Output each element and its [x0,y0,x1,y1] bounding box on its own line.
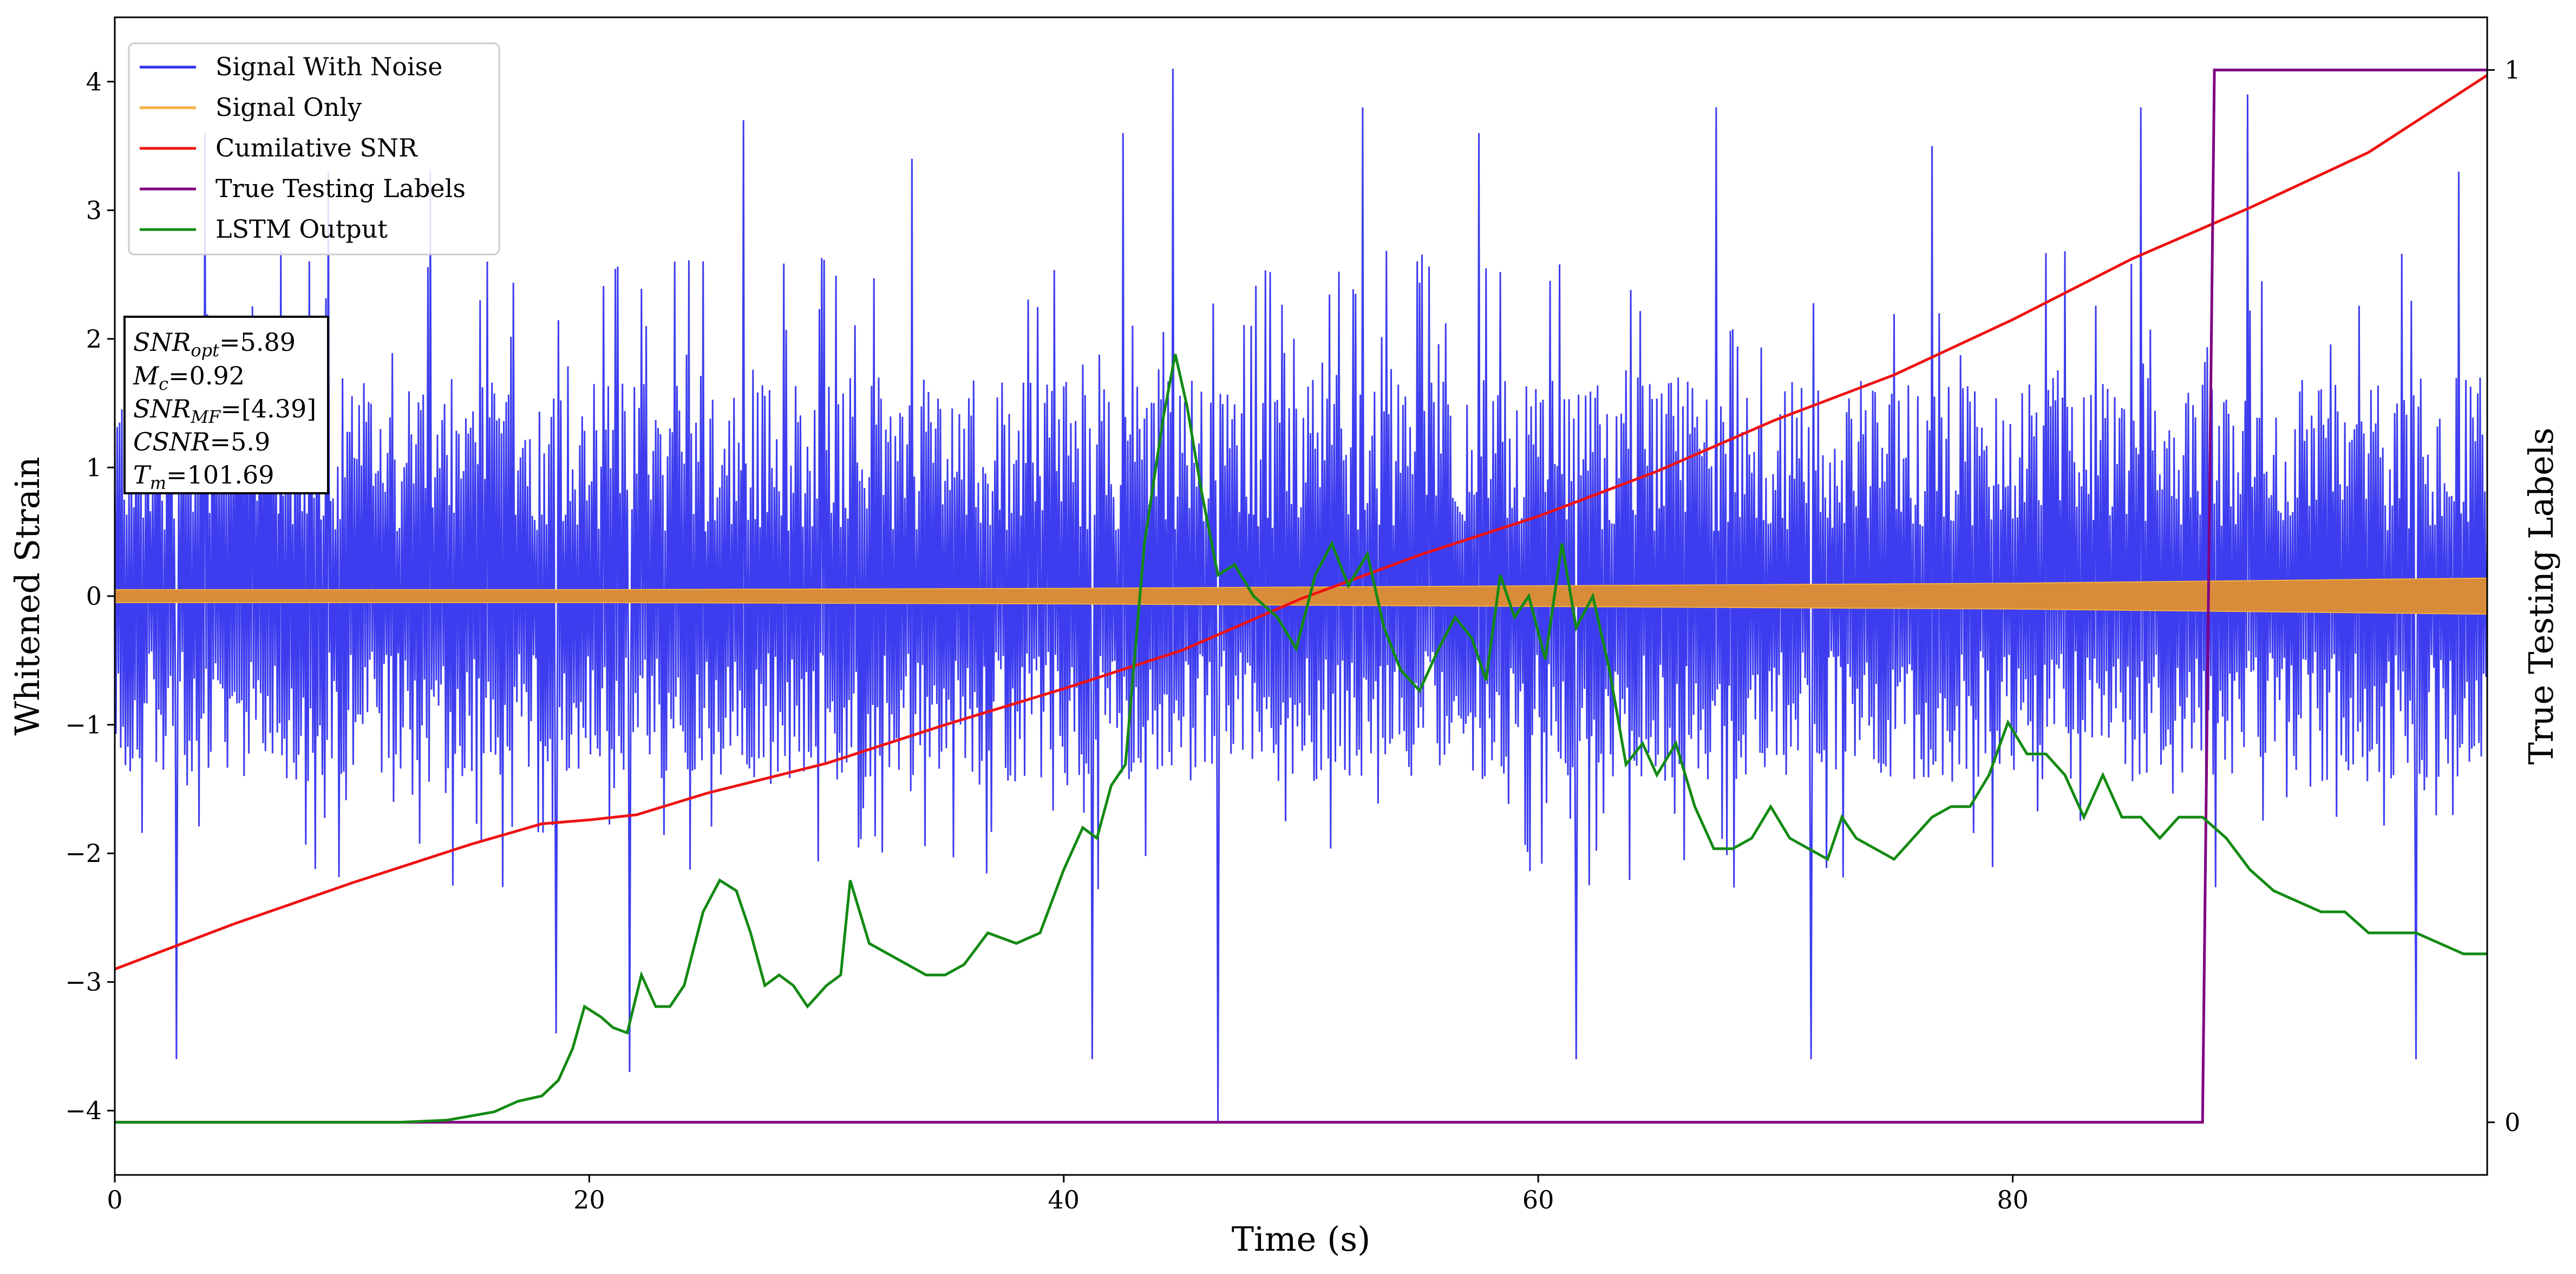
y-axis-title: Whitened Strain [8,457,47,736]
legend-label: True Testing Labels [215,174,466,203]
y-tick-label: 1 [86,453,102,482]
y-tick-label: 0 [86,582,102,611]
y-axis-ticks: −4 −3 −2 −1 0 1 2 3 4 [65,67,115,1125]
info-t-m: Tm=101.69 [133,460,274,493]
legend-label: LSTM Output [215,214,388,244]
y-tick-label: −2 [65,839,102,868]
y-tick-label: 3 [86,195,102,225]
x-tick-label: 80 [1997,1185,2029,1214]
x-axis-ticks: 0 20 40 60 80 [107,1175,2029,1214]
info-csnr: CSNR=5.9 [133,427,270,456]
y2-tick-label: 1 [2505,55,2520,84]
y-tick-label: 2 [86,324,102,354]
x-tick-label: 60 [1522,1185,1554,1214]
x-tick-label: 0 [107,1185,122,1214]
legend-label: Signal Only [215,93,362,122]
y-tick-label: −3 [65,968,102,997]
series-signal-with-noise [115,68,2487,1124]
info-snr-opt: SNRopt=5.89 [133,328,296,361]
legend: Signal With Noise Signal Only Cumilative S… [128,42,500,256]
series-lstm-output [115,354,2487,1124]
y2-tick-label: 0 [2505,1108,2520,1137]
info-box-frame [123,316,329,494]
x-axis-title: Time (s) [1232,1219,1371,1259]
noise-trace [115,68,2487,1124]
series-true-testing-labels [115,68,2487,1124]
legend-label: Cumilative SNR [215,133,418,162]
info-box: SNRopt=5.89 Mc=0.92 SNRMF=[4.39] CSNR=5.… [123,316,329,494]
info-m-c: Mc=0.92 [133,361,245,394]
x-tick-label: 40 [1048,1185,1080,1214]
legend-label: Signal With Noise [215,52,442,81]
y-tick-label: −4 [65,1096,102,1125]
y-tick-label: 4 [86,67,102,96]
y2-axis-title: True Testing Labels [2521,428,2561,765]
series-signal-only [115,577,2487,615]
legend-frame [128,42,500,256]
info-snr-mf: SNRMF=[4.39] [133,394,316,427]
series-cumulative-snr [115,74,2487,971]
y2-axis-ticks: 01 [2487,55,2520,1137]
y-tick-label: −1 [65,710,102,740]
signal-only-band [115,577,2487,615]
x-tick-label: 20 [573,1185,605,1214]
plot-area [115,68,2487,1124]
